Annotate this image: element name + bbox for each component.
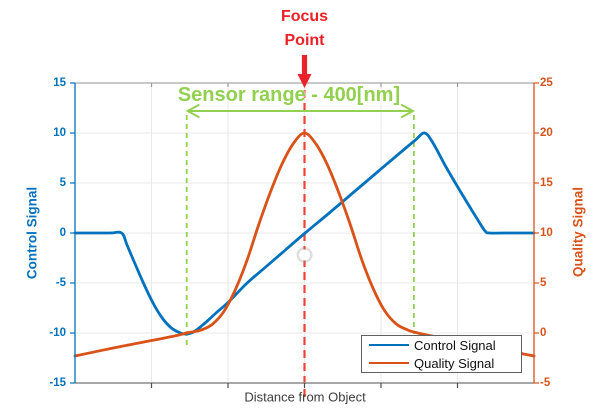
focus-point-label: Focus Point — [244, 5, 365, 53]
left-axis-tick-label: 5 — [59, 177, 66, 189]
legend-entry: Quality Signal — [362, 356, 521, 371]
left-axis-tick-label: 10 — [53, 127, 66, 139]
legend-line-sample — [369, 344, 409, 346]
left-axis-tick-label: -10 — [49, 327, 66, 339]
left-axis-tick-label: 0 — [59, 227, 66, 239]
quality-signal-curve — [73, 131, 536, 358]
left-axis-tick-label: -15 — [49, 377, 66, 389]
focus-arrowhead — [297, 74, 312, 88]
control-signal-curve — [73, 131, 536, 336]
right-axis-tick-label: 25 — [540, 77, 553, 89]
right-axis-tick-label: -5 — [540, 377, 551, 389]
legend-entry: Control Signal — [362, 338, 521, 353]
focus-point-label-line2: Point — [284, 32, 325, 49]
right-axis-tick-label: 5 — [540, 277, 547, 289]
x-axis-title: Distance from Object — [244, 389, 366, 405]
pointer-dot — [299, 249, 310, 261]
legend-entry-label: Control Signal — [414, 337, 496, 353]
sensor-range-label: Sensor range - 400[nm] — [177, 84, 401, 106]
sensor-range-arrowhead-left — [185, 104, 200, 118]
right-axis-tick-label: 15 — [540, 177, 553, 189]
left-axis-tick-label: 15 — [53, 77, 66, 89]
legend-entry-label: Quality Signal — [414, 355, 495, 371]
right-axis-tick-label: 20 — [540, 127, 553, 139]
focus-arrow-shaft — [301, 55, 308, 74]
legend-line-sample — [369, 362, 409, 364]
sensor-range-arrowhead-right — [400, 104, 415, 118]
right-axis-tick-label: 10 — [540, 227, 553, 239]
focus-point-label-line1: Focus — [280, 8, 329, 25]
right-axis-tick-label: 0 — [540, 327, 547, 339]
legend: Control Signal Quality Signal — [361, 335, 522, 373]
left-axis-tick-label: -5 — [55, 277, 66, 289]
